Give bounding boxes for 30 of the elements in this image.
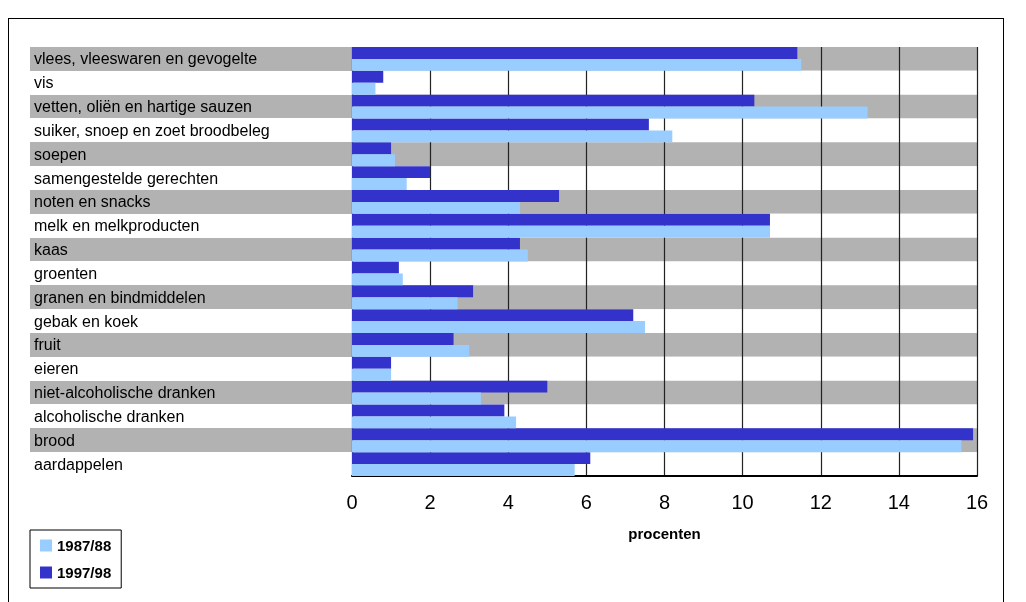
y-tick-label: granen en bindmiddelen bbox=[34, 288, 206, 306]
x-tick-label: 4 bbox=[502, 491, 514, 513]
x-tick-label: 16 bbox=[965, 491, 989, 513]
x-tick-label: 6 bbox=[580, 491, 592, 513]
y-tick-label: groenten bbox=[34, 264, 98, 282]
y-tick-label: suiker, snoep en zoet broodbeleg bbox=[34, 121, 270, 139]
x-axis-title: procenten bbox=[628, 525, 701, 542]
y-tick-label: brood bbox=[34, 431, 75, 449]
y-tick-label: alcoholische dranken bbox=[34, 407, 185, 425]
y-tick-label: vlees, vleeswaren en gevogelte bbox=[34, 50, 258, 68]
y-tick-label: eieren bbox=[34, 360, 79, 378]
y-tick-label: melk en melkproducten bbox=[34, 217, 200, 235]
y-tick-label: vis bbox=[34, 74, 54, 92]
y-tick-label: soepen bbox=[34, 145, 87, 163]
x-tick-label: 14 bbox=[887, 491, 910, 513]
x-tick-label: 12 bbox=[809, 491, 832, 513]
x-tick-label: 2 bbox=[424, 491, 436, 513]
y-tick-label: aardappelen bbox=[34, 455, 123, 473]
x-tick-label: 8 bbox=[658, 491, 671, 513]
y-tick-label: noten en snacks bbox=[34, 193, 151, 211]
y-tick-label: vetten, oliën en hartige sauzen bbox=[34, 98, 252, 116]
legend-label: 1987/88 bbox=[57, 537, 112, 554]
y-tick-label: fruit bbox=[34, 336, 62, 354]
y-tick-label: kaas bbox=[34, 241, 68, 259]
x-tick-label: 10 bbox=[731, 491, 754, 513]
y-tick-label: niet-alcoholische dranken bbox=[34, 384, 216, 402]
x-tick-label: 0 bbox=[346, 491, 358, 513]
legend-label: 1997/98 bbox=[57, 564, 112, 581]
y-tick-label: gebak en koek bbox=[34, 312, 140, 330]
y-tick-label: samengestelde gerechten bbox=[34, 169, 219, 187]
